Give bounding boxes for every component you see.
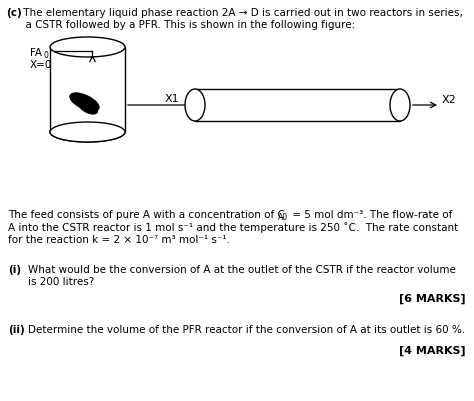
Text: (ii): (ii): [8, 324, 25, 334]
Text: = 5 mol dm⁻³. The flow-rate of: = 5 mol dm⁻³. The flow-rate of: [289, 209, 452, 219]
Text: 0: 0: [44, 51, 49, 60]
Ellipse shape: [50, 123, 125, 143]
Ellipse shape: [79, 103, 98, 115]
Ellipse shape: [50, 123, 125, 143]
Text: A0: A0: [278, 213, 288, 221]
Text: X2: X2: [442, 95, 457, 105]
Text: X1: X1: [165, 94, 180, 104]
Text: X=0: X=0: [30, 60, 52, 70]
Text: (i): (i): [8, 264, 21, 274]
Bar: [195, 90, 400, 122]
Text: is 200 litres?: is 200 litres?: [28, 277, 94, 287]
Ellipse shape: [185, 90, 205, 122]
Text: The elementary liquid phase reaction 2A → D is carried out in two reactors in se: The elementary liquid phase reaction 2A …: [20, 8, 463, 18]
Ellipse shape: [70, 93, 99, 112]
Ellipse shape: [390, 90, 410, 122]
Text: A into the CSTR reactor is 1 mol s⁻¹ and the temperature is 250 ˚C.  The rate co: A into the CSTR reactor is 1 mol s⁻¹ and…: [8, 222, 458, 233]
Text: [4 MARKS]: [4 MARKS]: [400, 344, 466, 355]
Text: The feed consists of pure A with a concentration of C: The feed consists of pure A with a conce…: [8, 209, 285, 219]
Bar: [50, 48, 125, 133]
Text: What would be the conversion of A at the outlet of the CSTR if the reactor volum: What would be the conversion of A at the…: [28, 264, 456, 274]
Text: a CSTR followed by a PFR. This is shown in the following figure:: a CSTR followed by a PFR. This is shown …: [6, 20, 355, 30]
Text: (c): (c): [6, 8, 22, 18]
Ellipse shape: [50, 38, 125, 58]
Text: FA: FA: [30, 48, 42, 58]
Text: [6 MARKS]: [6 MARKS]: [400, 293, 466, 304]
Text: for the reaction k = 2 × 10⁻⁷ m³ mol⁻¹ s⁻¹.: for the reaction k = 2 × 10⁻⁷ m³ mol⁻¹ s…: [8, 235, 230, 244]
Text: Determine the volume of the PFR reactor if the conversion of A at its outlet is : Determine the volume of the PFR reactor …: [28, 324, 465, 334]
